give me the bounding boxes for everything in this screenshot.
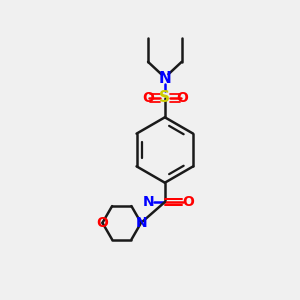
Text: O: O: [182, 195, 194, 209]
Text: N: N: [143, 195, 154, 209]
Text: N: N: [135, 216, 147, 230]
Text: N: N: [158, 71, 171, 86]
Text: O: O: [142, 91, 154, 105]
Text: S: S: [159, 91, 170, 106]
Text: O: O: [97, 216, 108, 230]
Text: O: O: [176, 91, 188, 105]
